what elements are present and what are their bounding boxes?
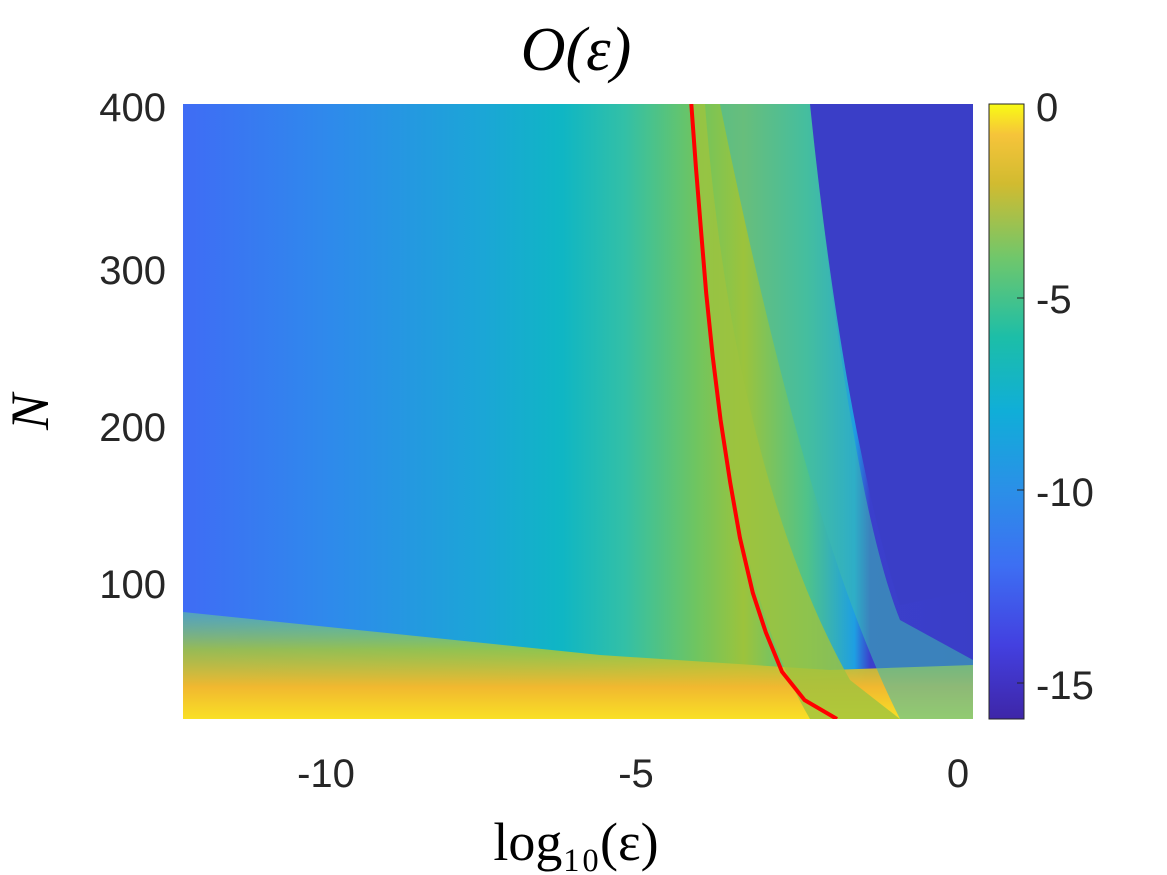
colorbar-scale: [988, 103, 1025, 720]
x-tick-label: 0: [947, 752, 969, 796]
y-axis-ticks: 100 200 300 400: [99, 86, 166, 607]
x-tick-label: -5: [618, 752, 654, 796]
x-axis-label: log₁₀(ε): [493, 812, 658, 872]
chart-title: O(ε): [521, 16, 632, 84]
x-tick-label: -10: [297, 752, 355, 796]
colorbar-tick-label: -15: [1036, 664, 1094, 708]
heatmap-transition: [720, 104, 973, 719]
heatmap-noise-floor: [810, 104, 973, 605]
plot-area: [183, 104, 973, 719]
heatmap-overlays: [183, 104, 973, 719]
heatmap-low-n-band: [183, 612, 973, 719]
red-curve: [689, 104, 839, 719]
heatmap-ridge: [690, 104, 900, 719]
y-tick-label: 200: [99, 406, 166, 450]
colorbar-tick-label: -5: [1036, 278, 1072, 322]
y-tick-label: 400: [99, 86, 166, 130]
y-tick-label: 300: [99, 249, 166, 293]
y-tick-label: 100: [99, 563, 166, 607]
colorbar: 0 -5 -10 -15: [988, 86, 1094, 720]
x-axis-ticks: -10 -5 0: [297, 752, 969, 796]
colorbar-tick-label: -10: [1036, 471, 1094, 515]
y-axis-label: N: [0, 391, 60, 431]
colorbar-tick-label: 0: [1036, 86, 1058, 130]
